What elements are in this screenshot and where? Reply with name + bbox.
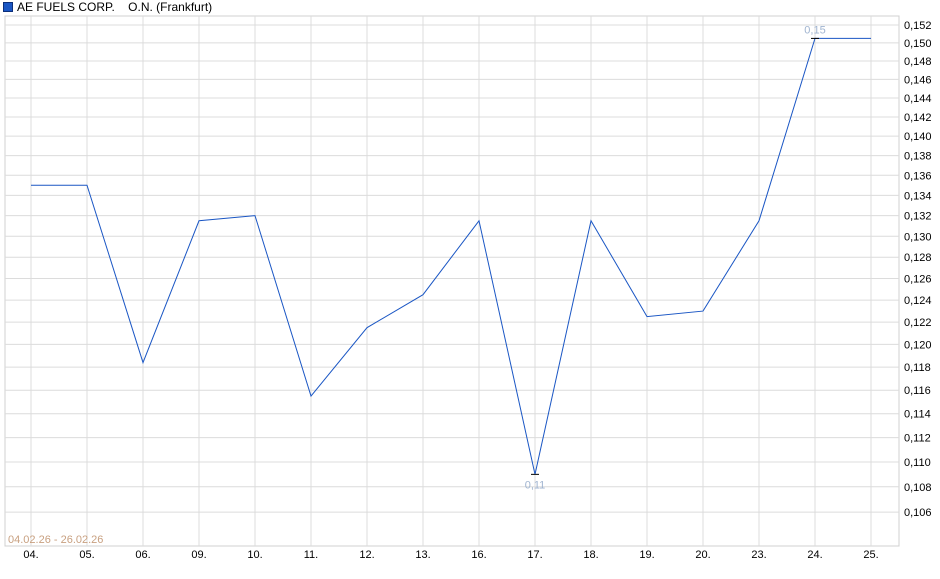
y-tick-label: 0,128: [904, 252, 932, 264]
x-tick-label: 24.: [807, 549, 822, 561]
y-tick-label: 0,120: [904, 339, 932, 351]
x-tick-label: 12.: [359, 549, 374, 561]
y-tick-label: 0,124: [904, 295, 932, 307]
legend-swatch: [3, 2, 13, 12]
x-tick-label: 11.: [304, 549, 318, 561]
y-tick-label: 0,110: [904, 457, 931, 469]
x-tick-label: 09.: [191, 549, 206, 561]
y-tick-label: 0,136: [904, 170, 932, 182]
date-range-label: 04.02.26 - 26.02.26: [8, 534, 103, 546]
x-tick-label: 05.: [79, 549, 94, 561]
x-tick-label: 04.: [23, 549, 38, 561]
min-label: 0,11: [525, 479, 546, 491]
y-tick-label: 0,132: [904, 211, 932, 223]
plot-frame: [4, 15, 900, 547]
x-tick-label: 06.: [135, 549, 150, 561]
y-tick-label: 0,114: [904, 409, 931, 421]
x-tick-label: 25.: [863, 549, 878, 561]
series-line: [31, 37, 871, 475]
x-tick-label: 20.: [695, 549, 710, 561]
legend: AE FUELS CORP. O.N. (Frankfurt): [3, 0, 212, 14]
x-tick-label: 10.: [247, 549, 262, 561]
x-tick-label: 16.: [471, 549, 486, 561]
x-tick-label: 19.: [639, 549, 654, 561]
x-tick-label: 17.: [527, 549, 542, 561]
y-tick-label: 0,150: [904, 38, 932, 50]
y-tick-label: 0,130: [904, 231, 932, 243]
max-label: 0,15: [804, 24, 825, 36]
y-tick-label: 0,148: [904, 56, 932, 68]
y-tick-label: 0,134: [904, 190, 932, 202]
y-tick-label: 0,118: [904, 362, 931, 374]
y-tick-label: 0,142: [904, 112, 932, 124]
y-tick-label: 0,126: [904, 274, 932, 286]
y-tick-label: 0,116: [904, 385, 931, 397]
y-tick-label: 0,146: [904, 74, 932, 86]
y-tick-label: 0,106: [904, 507, 932, 519]
y-tick-label: 0,108: [904, 482, 932, 494]
x-tick-label: 18.: [583, 549, 598, 561]
y-tick-label: 0,144: [904, 93, 932, 105]
y-tick-label: 0,152: [904, 20, 932, 32]
y-tick-label: 0,140: [904, 131, 932, 143]
x-tick-label: 23.: [751, 549, 766, 561]
y-tick-label: 0,122: [904, 317, 932, 329]
x-tick-label: 13.: [415, 549, 430, 561]
y-tick-label: 0,112: [904, 433, 931, 445]
y-tick-label: 0,138: [904, 151, 932, 163]
legend-series-name: AE FUELS CORP. O.N. (Frankfurt): [17, 0, 213, 14]
